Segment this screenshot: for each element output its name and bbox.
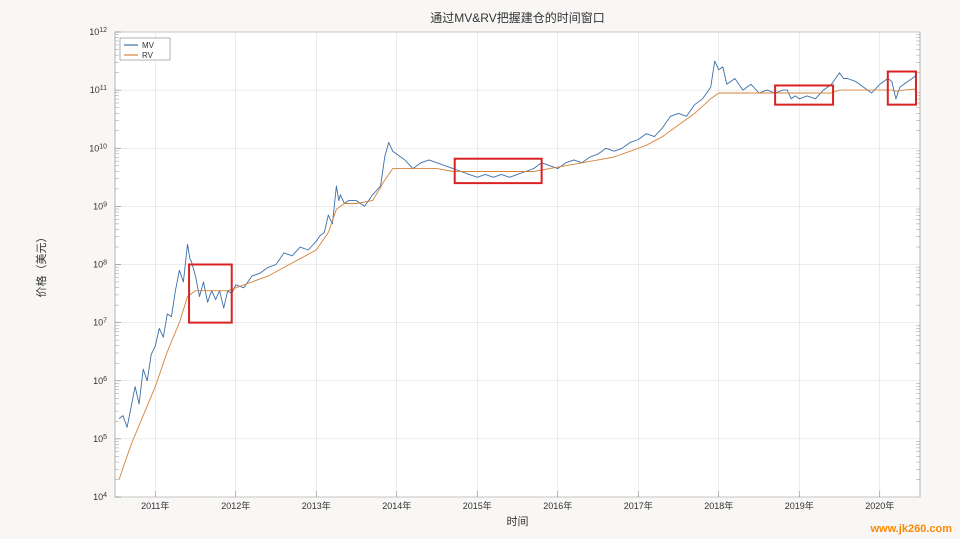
svg-text:2013年: 2013年 bbox=[302, 500, 331, 511]
watermark: www.jk260.com bbox=[870, 523, 952, 535]
svg-text:2017年: 2017年 bbox=[624, 500, 653, 511]
svg-text:RV: RV bbox=[142, 51, 154, 60]
svg-text:2018年: 2018年 bbox=[704, 500, 733, 511]
chart-svg: 1041051061071081091010101110122011年2012年… bbox=[0, 0, 960, 539]
svg-text:2015年: 2015年 bbox=[463, 500, 492, 511]
svg-text:2011年: 2011年 bbox=[141, 500, 169, 511]
svg-text:2019年: 2019年 bbox=[785, 500, 814, 511]
svg-text:MV: MV bbox=[142, 41, 155, 50]
svg-text:价格（美元）: 价格（美元） bbox=[34, 232, 48, 298]
svg-text:2014年: 2014年 bbox=[382, 500, 411, 511]
svg-text:2012年: 2012年 bbox=[221, 500, 250, 511]
svg-text:2020年: 2020年 bbox=[865, 500, 894, 511]
svg-text:2016年: 2016年 bbox=[543, 500, 572, 511]
svg-text:时间: 时间 bbox=[507, 515, 529, 528]
chart-container: 1041051061071081091010101110122011年2012年… bbox=[0, 0, 960, 539]
svg-text:通过MV&RV把握建仓的时间窗口: 通过MV&RV把握建仓的时间窗口 bbox=[430, 10, 604, 25]
